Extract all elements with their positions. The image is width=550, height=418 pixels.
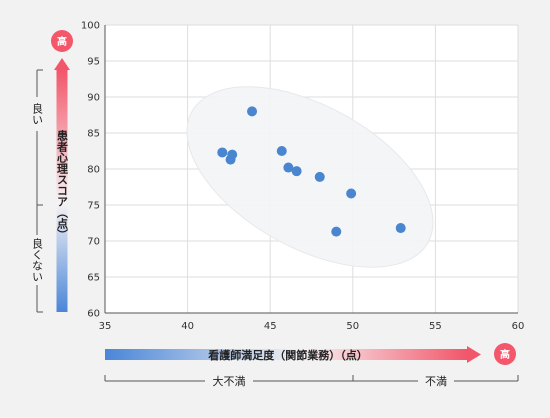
x-dissatisfied-label: 不満 [425,375,447,388]
x-tick-label: 45 [264,321,277,332]
x-tick-label: 40 [181,321,194,332]
x-very-dissatisfied-bg [205,373,253,389]
x-tick-label: 35 [99,321,112,332]
y-not-good-label-bg [28,235,46,285]
data-point [276,146,287,156]
y-tick-label: 90 [87,93,100,104]
y-tick-label: 95 [87,57,100,68]
data-point [346,188,357,199]
x-tick-label: 55 [429,321,442,332]
x-very-dissatisfied-label: 大不満 [213,374,246,388]
cluster-ellipse [186,86,434,268]
y-tick-label: 60 [87,309,100,320]
x-high-badge [494,343,516,365]
x-tick-labels: 35 40 45 50 55 60 [99,321,525,332]
y-tick-label: 65 [87,273,100,284]
y-high-badge [51,30,73,52]
y-good-label: 良い [31,102,44,125]
y-good-label-bg [28,97,46,131]
x-dissatisfied-bg [418,373,454,389]
data-point [283,162,294,173]
x-tick-label: 60 [512,321,525,332]
x-axis-label: 看護師満足度（関節業務）（点） [208,348,368,362]
y-tick-label: 80 [87,165,100,176]
y-arrow-head [54,58,70,70]
y-tick-labels: 60 65 70 75 80 85 90 95 100 [81,21,100,320]
y-gradient-bar [56,70,68,312]
y-tick-label: 70 [87,237,100,248]
x-high-badge-text: 高 [500,348,510,361]
y-tick-label: 75 [87,201,100,212]
data-point [395,223,406,234]
x-arrow-head [467,346,481,363]
x-tick-label: 50 [346,321,359,332]
y-high-badge-text: 高 [57,35,67,48]
data-point [217,147,228,158]
data-point [291,166,302,177]
x-gradient-bar [105,349,467,360]
data-point [225,154,236,165]
y-tick-label: 100 [81,21,100,32]
data-points [217,106,406,237]
y-not-good-label: 良くない [31,237,44,282]
data-point [314,171,325,182]
data-point [331,226,342,237]
data-point [247,106,258,117]
y-tick-label: 85 [87,129,100,140]
y-axis-label: 患者心理スコア（点） [56,129,70,240]
